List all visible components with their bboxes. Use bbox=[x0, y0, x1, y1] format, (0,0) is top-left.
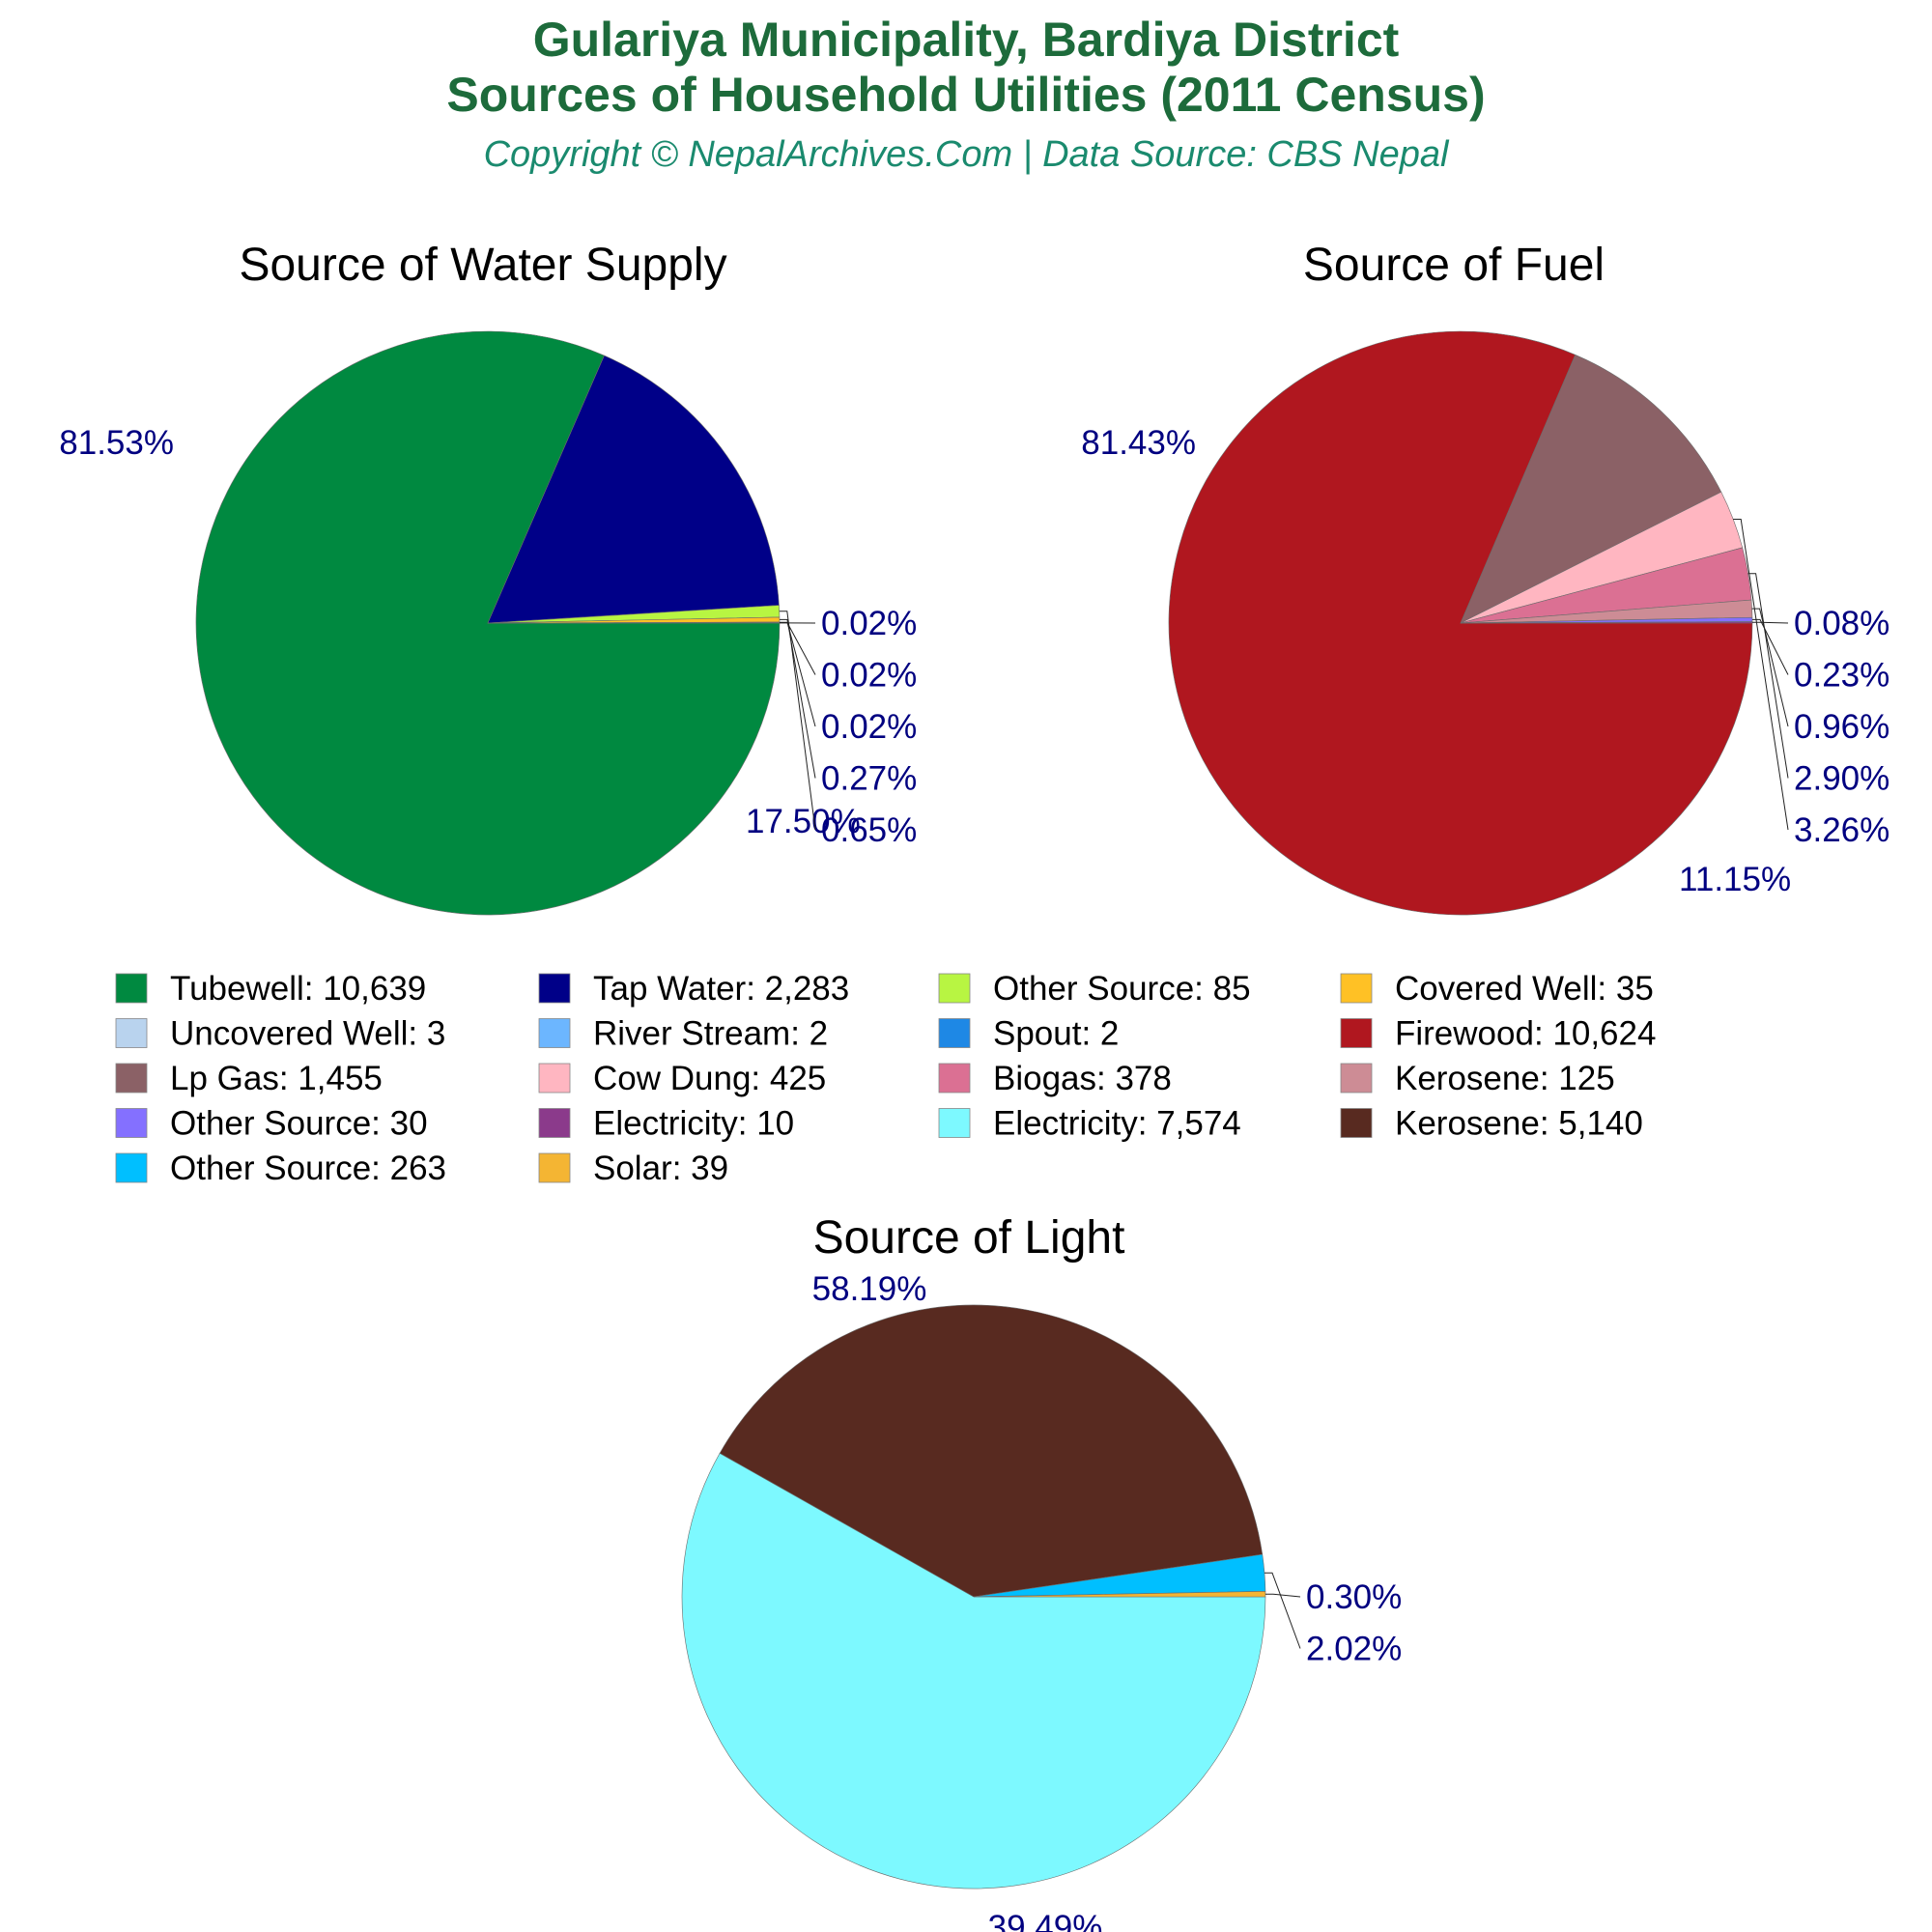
water-pct-covered-well: 0.27% bbox=[821, 760, 917, 798]
legend-item: Electricity: 7,574 bbox=[938, 1105, 1241, 1143]
fuel-pct-lp-gas: 11.15% bbox=[1679, 861, 1791, 898]
legend-label: Electricity: 7,574 bbox=[993, 1105, 1241, 1143]
fuel-pie-title: Source of Fuel bbox=[1303, 240, 1605, 291]
water-leader-river-stream bbox=[780, 622, 816, 675]
fuel-pct-electricity: 0.08% bbox=[1794, 605, 1889, 642]
legend-item: Firewood: 10,624 bbox=[1340, 1015, 1656, 1053]
legend-swatch bbox=[938, 1108, 971, 1138]
legend-swatch bbox=[538, 1063, 571, 1094]
water-pie-title: Source of Water Supply bbox=[239, 240, 726, 291]
legend-item: Other Source: 85 bbox=[938, 970, 1251, 1008]
legend-label: Kerosene: 125 bbox=[1395, 1060, 1615, 1097]
legend-label: River Stream: 2 bbox=[593, 1015, 828, 1053]
legend-swatch bbox=[115, 1063, 148, 1094]
light-pct-kerosene: 39.49% bbox=[988, 1909, 1103, 1932]
legend-swatch bbox=[1340, 973, 1373, 1004]
legend-item: Cow Dung: 425 bbox=[538, 1060, 826, 1097]
legend-swatch bbox=[538, 973, 571, 1004]
legend-item: Kerosene: 5,140 bbox=[1340, 1105, 1643, 1143]
legend-item: Spout: 2 bbox=[938, 1015, 1119, 1053]
legend-label: Other Source: 30 bbox=[170, 1105, 428, 1143]
legend-swatch bbox=[1340, 1018, 1373, 1048]
legend-label: Firewood: 10,624 bbox=[1395, 1015, 1656, 1053]
legend-label: Uncovered Well: 3 bbox=[170, 1015, 445, 1053]
light-pie: 58.19% 39.49% 2.02% 0.30% bbox=[681, 1270, 1402, 1932]
legend-label: Solar: 39 bbox=[593, 1150, 728, 1187]
legend-label: Covered Well: 35 bbox=[1395, 970, 1654, 1008]
water-leader-other-source bbox=[779, 611, 816, 831]
legend-label: Biogas: 378 bbox=[993, 1060, 1172, 1097]
chart-title-line2: Sources of Household Utilities (2011 Cen… bbox=[446, 68, 1485, 122]
fuel-leader-kerosene bbox=[1751, 608, 1789, 727]
light-pie-title: Source of Light bbox=[813, 1212, 1125, 1264]
fuel-pct-kerosene: 0.96% bbox=[1794, 708, 1889, 746]
legend-item: Biogas: 378 bbox=[938, 1060, 1172, 1097]
legend-label: Tap Water: 2,283 bbox=[593, 970, 849, 1008]
light-slice-electricity bbox=[681, 1452, 1266, 1889]
light-pct-other-source: 2.02% bbox=[1306, 1631, 1402, 1668]
light-pct-solar: 0.30% bbox=[1306, 1578, 1402, 1616]
water-pct-tubewell: 81.53% bbox=[59, 424, 174, 462]
legend-swatch bbox=[1340, 1063, 1373, 1094]
legend-swatch bbox=[538, 1108, 571, 1138]
legend-item: Tap Water: 2,283 bbox=[538, 970, 849, 1008]
legend-swatch bbox=[115, 1108, 148, 1138]
fuel-pct-biogas: 2.90% bbox=[1794, 760, 1889, 798]
light-leader-solar bbox=[1265, 1593, 1301, 1598]
legend-swatch bbox=[938, 973, 971, 1004]
water-pct-tap-water: 17.50% bbox=[746, 803, 861, 840]
water-supply-pie: 81.53% 17.50%0.65% 0.27% 0.02% 0.02% 0.02% bbox=[59, 330, 917, 916]
legend-swatch bbox=[938, 1063, 971, 1094]
legend-swatch bbox=[938, 1018, 971, 1048]
legend-swatch bbox=[115, 973, 148, 1004]
fuel-pie: 81.43% 11.15%3.26% 2.90% 0.96% 0.23% 0.08% bbox=[1081, 330, 1889, 916]
legend-swatch bbox=[1340, 1108, 1373, 1138]
fuel-leader-other-source bbox=[1752, 618, 1789, 675]
fuel-pct-other-source: 0.23% bbox=[1794, 657, 1889, 695]
light-slice-solar bbox=[973, 1591, 1266, 1598]
legend-item: Lp Gas: 1,455 bbox=[115, 1060, 383, 1097]
water-pct-other-source: 0.65% bbox=[821, 811, 917, 849]
chart-subtitle: Copyright © NepalArchives.Com | Data Sou… bbox=[484, 134, 1450, 175]
legend-swatch bbox=[538, 1152, 571, 1183]
light-slice-kerosene bbox=[719, 1304, 1264, 1598]
light-leader-other-source bbox=[1264, 1572, 1301, 1649]
legend: Tubewell: 10,639 Tap Water: 2,283 Other So… bbox=[115, 970, 1656, 1187]
chart-title-line1: Gulariya Municipality, Bardiya District bbox=[533, 13, 1400, 67]
legend-item: Covered Well: 35 bbox=[1340, 970, 1654, 1008]
fuel-leader-electricity bbox=[1752, 621, 1789, 624]
legend-label: Other Source: 263 bbox=[170, 1150, 446, 1187]
fuel-pct-firewood: 81.43% bbox=[1081, 424, 1196, 462]
legend-label: Other Source: 85 bbox=[993, 970, 1251, 1008]
legend-label: Kerosene: 5,140 bbox=[1395, 1105, 1643, 1143]
legend-item: Other Source: 263 bbox=[115, 1150, 446, 1187]
legend-swatch bbox=[115, 1152, 148, 1183]
legend-item: Electricity: 10 bbox=[538, 1105, 794, 1143]
legend-swatch bbox=[538, 1018, 571, 1048]
legend-item: Uncovered Well: 3 bbox=[115, 1015, 445, 1053]
legend-label: Electricity: 10 bbox=[593, 1105, 794, 1143]
fuel-slice-lp-gas bbox=[1460, 354, 1722, 624]
fuel-leader-cow-dung bbox=[1733, 519, 1789, 831]
legend-item: Tubewell: 10,639 bbox=[115, 970, 426, 1008]
legend-item: River Stream: 2 bbox=[538, 1015, 828, 1053]
legend-swatch bbox=[115, 1018, 148, 1048]
legend-label: Spout: 2 bbox=[993, 1015, 1119, 1053]
water-pct-spout: 0.02% bbox=[821, 605, 917, 642]
water-pct-uncovered-well: 0.02% bbox=[821, 708, 917, 746]
legend-item: Solar: 39 bbox=[538, 1150, 728, 1187]
water-slice-tap-water bbox=[487, 355, 780, 624]
water-leader-covered-well bbox=[780, 618, 816, 779]
legend-label: Cow Dung: 425 bbox=[593, 1060, 826, 1097]
fuel-pct-cow-dung: 3.26% bbox=[1794, 811, 1889, 849]
light-pct-electricity: 58.19% bbox=[812, 1270, 927, 1308]
water-pct-river-stream: 0.02% bbox=[821, 657, 917, 695]
legend-item: Other Source: 30 bbox=[115, 1105, 428, 1143]
fuel-leader-biogas bbox=[1747, 573, 1789, 779]
legend-item: Kerosene: 125 bbox=[1340, 1060, 1615, 1097]
legend-label: Lp Gas: 1,455 bbox=[170, 1060, 383, 1097]
legend-label: Tubewell: 10,639 bbox=[170, 970, 426, 1008]
